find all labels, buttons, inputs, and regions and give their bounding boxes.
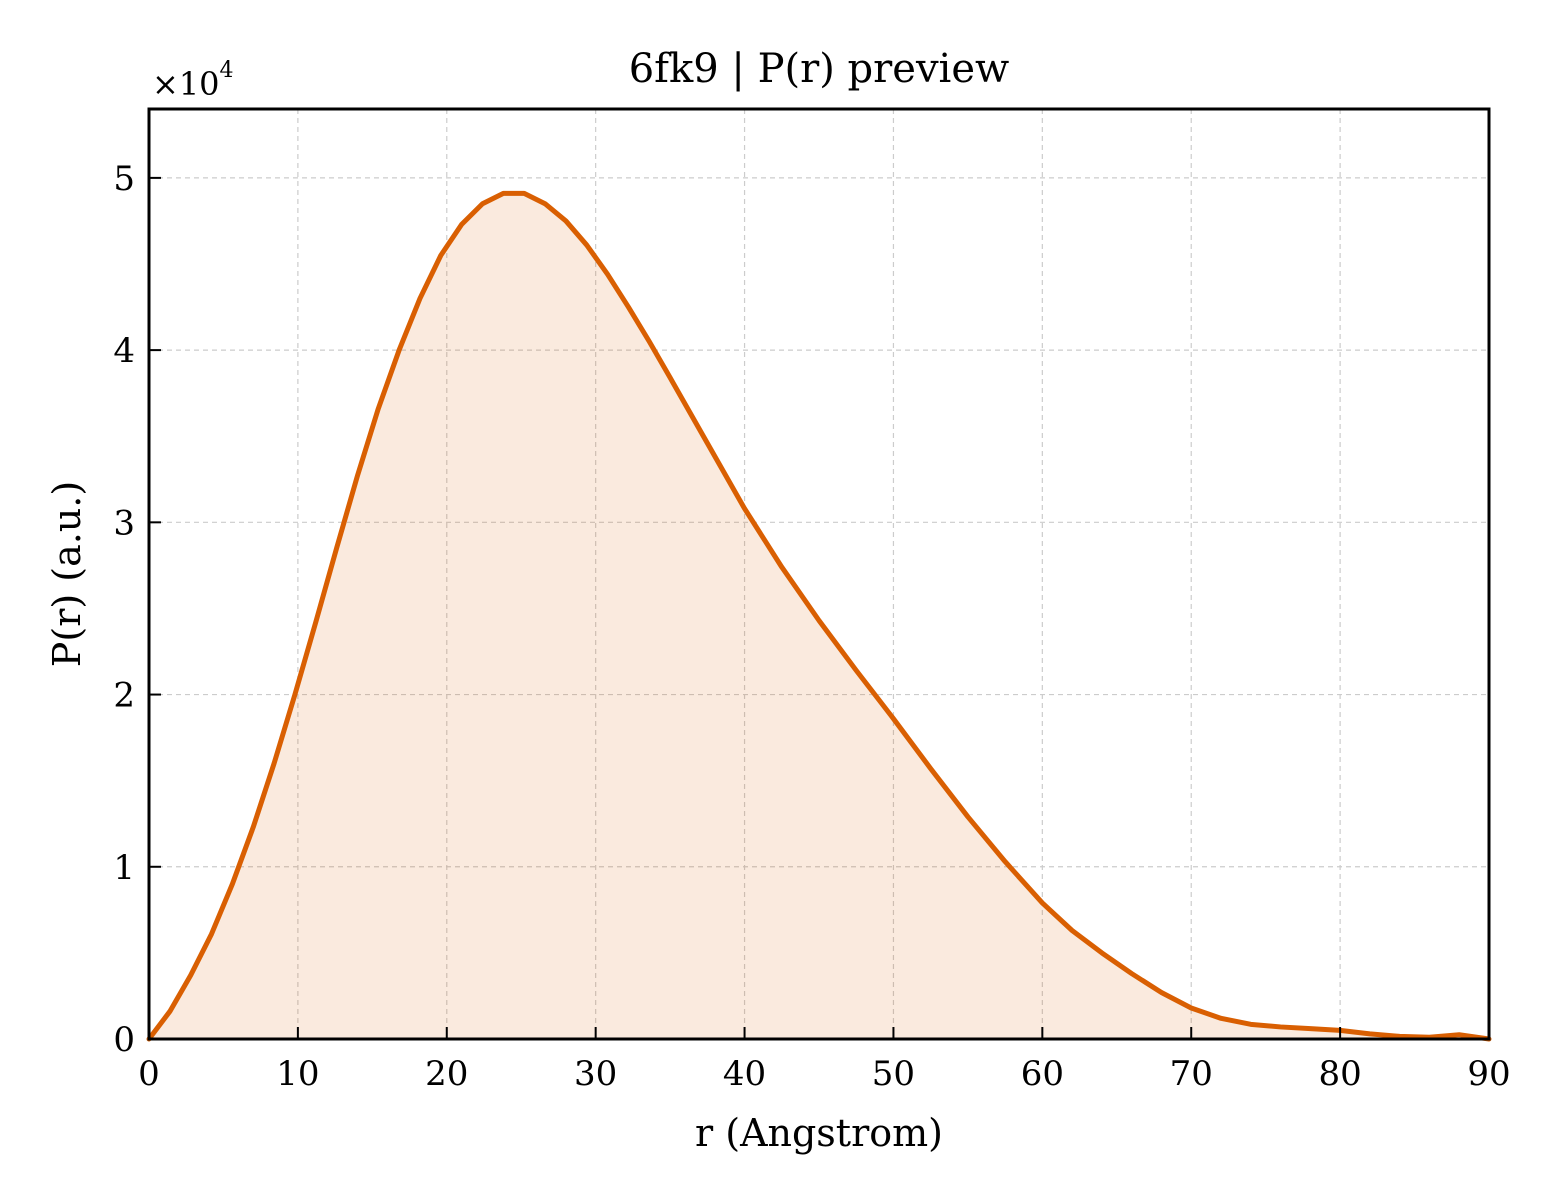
series-line: [146, 190, 1492, 1042]
x-tick-label: 80: [1318, 1054, 1361, 1094]
y-tick-label: 5: [113, 159, 135, 199]
y-tick-label: 2: [113, 676, 135, 716]
y-multiplier-base: ×10: [152, 65, 220, 103]
axes-frame: [147, 107, 1491, 1041]
y-axis-label: P(r) (a.u.): [45, 481, 89, 667]
series-area-fill: [149, 193, 1489, 1039]
plot-area: [146, 190, 1492, 1042]
y-tick-label: 1: [113, 848, 135, 888]
x-tick-label: 0: [138, 1054, 160, 1094]
x-tick-label: 90: [1467, 1054, 1510, 1094]
y-tick-label: 3: [113, 503, 135, 543]
x-tick-label: 30: [574, 1054, 617, 1094]
x-tick-label: 70: [1170, 1054, 1213, 1094]
y-tick-label: 0: [113, 1020, 135, 1060]
chart-title: 6fk9 | P(r) preview: [629, 46, 1010, 92]
y-tick-label: 4: [113, 331, 135, 371]
y-axis-multiplier: ×104: [152, 58, 234, 103]
x-tick-label: 10: [276, 1054, 319, 1094]
x-tick-label: 60: [1021, 1054, 1064, 1094]
x-tick-label: 50: [872, 1054, 915, 1094]
x-tick-label: 40: [723, 1054, 766, 1094]
y-multiplier-exponent: 4: [220, 58, 234, 83]
x-axis-label: r (Angstrom): [695, 1111, 943, 1155]
grid-lines: [149, 109, 1489, 1039]
axis-ticks: 0 10 20 30 40 50 60 70 80 90 0 1 2 3 4 5: [113, 159, 1510, 1094]
x-tick-label: 20: [425, 1054, 468, 1094]
